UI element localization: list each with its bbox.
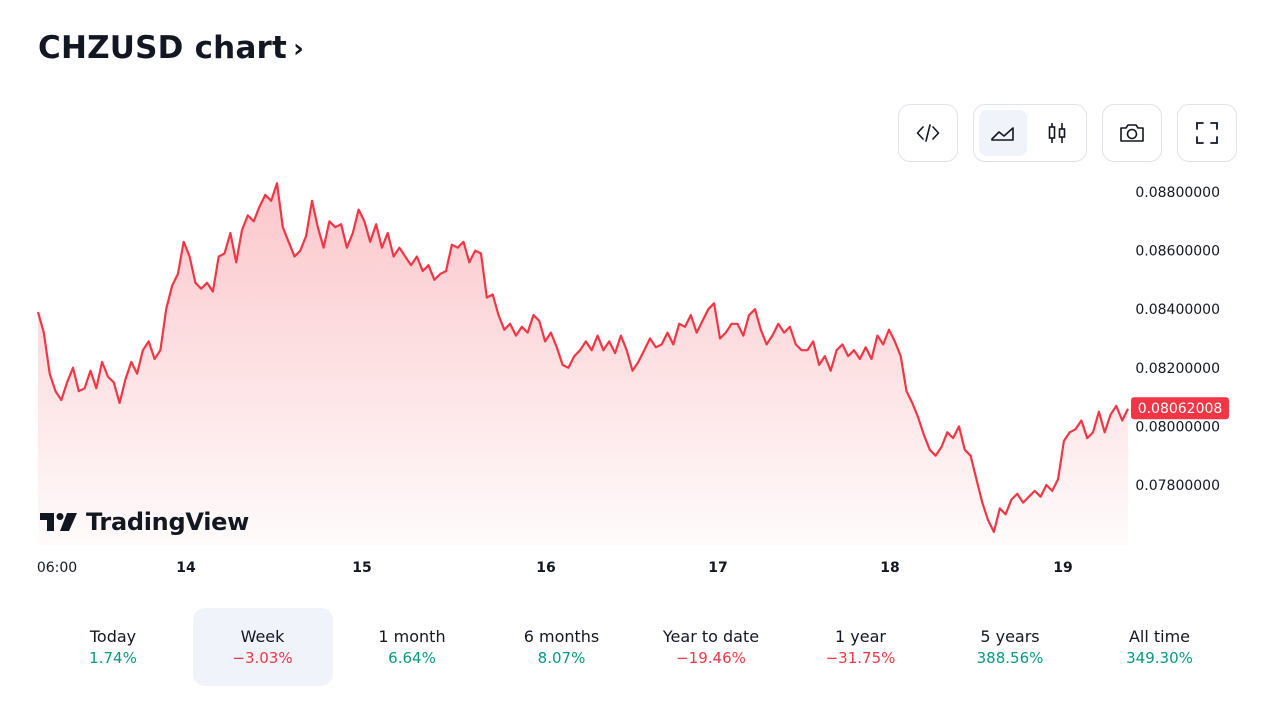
chart-style-toggle[interactable] <box>973 104 1087 162</box>
y-tick-label: 0.08000000 <box>1135 419 1220 435</box>
period-change: −31.75% <box>825 649 896 667</box>
period-label: 6 months <box>523 627 600 646</box>
tradingview-logo: TradingView <box>40 508 249 536</box>
code-icon <box>916 124 940 142</box>
period-change: −3.03% <box>232 649 293 667</box>
period-6-months[interactable]: 6 months 8.07% <box>492 608 632 686</box>
period-1-year[interactable]: 1 year −31.75% <box>791 608 931 686</box>
x-tick-label: 16 <box>536 560 555 576</box>
chevron-right-icon: › <box>293 34 304 64</box>
period-change: 6.64% <box>388 649 436 667</box>
x-tick-label: 15 <box>352 560 371 576</box>
x-tick-label: 14 <box>176 560 196 576</box>
y-tick-label: 0.08800000 <box>1135 185 1220 201</box>
period-5-years[interactable]: 5 years 388.56% <box>940 608 1080 686</box>
period-all-time[interactable]: All time 349.30% <box>1090 608 1230 686</box>
x-tick-label: 06:00 <box>37 560 77 576</box>
y-tick-label: 0.08200000 <box>1135 361 1220 377</box>
price-line <box>36 182 1129 533</box>
period-change: 388.56% <box>976 649 1044 667</box>
fullscreen-icon <box>1196 122 1218 144</box>
camera-icon <box>1120 124 1144 142</box>
y-tick-label: 0.08600000 <box>1135 244 1220 260</box>
period-label: All time <box>1128 627 1191 646</box>
period-today[interactable]: Today 1.74% <box>43 608 183 686</box>
last-price-tag <box>1131 397 1229 420</box>
period-change: 349.30% <box>1126 649 1193 667</box>
period-label: Week <box>240 627 285 646</box>
performance-periods: Today 1.74% Week −3.03% 1 month 6.64% 6 … <box>43 608 1243 686</box>
line-style-button[interactable] <box>979 110 1027 156</box>
tradingview-icon <box>40 513 77 531</box>
period-week[interactable]: Week −3.03% <box>192 608 333 686</box>
period-label: Today <box>89 627 137 646</box>
logo-text: TradingView <box>86 508 249 536</box>
snapshot-button[interactable] <box>1102 104 1162 162</box>
page-title[interactable]: CHZUSD chart › <box>38 30 304 66</box>
area-fill <box>38 183 1128 545</box>
candle-style-button[interactable] <box>1033 110 1081 156</box>
period-change: 8.07% <box>537 649 586 667</box>
x-tick-label: 19 <box>1053 560 1072 576</box>
fullscreen-button[interactable] <box>1177 104 1237 162</box>
x-tick-label: 18 <box>880 560 899 576</box>
last-price-label: 0.08062008 <box>1138 401 1223 417</box>
title-text: CHZUSD chart <box>38 30 288 66</box>
y-tick-label: 0.07800000 <box>1135 478 1220 494</box>
period-label: Year to date <box>662 627 760 646</box>
period-change: −19.46% <box>676 649 746 667</box>
period-label: 1 year <box>835 627 886 646</box>
period-label: 1 month <box>378 627 446 646</box>
candlestick-icon <box>1048 123 1066 143</box>
x-tick-label: 17 <box>708 560 727 576</box>
period-label: 5 years <box>980 627 1040 646</box>
period-year-to-date[interactable]: Year to date −19.46% <box>641 608 781 686</box>
period-1-month[interactable]: 1 month 6.64% <box>342 608 482 686</box>
embed-button[interactable] <box>898 104 958 162</box>
price-chart[interactable]: 0.08800000 0.08600000 0.08400000 0.08200000… <box>0 170 1280 590</box>
area-chart-icon <box>991 127 1014 141</box>
period-change: 1.74% <box>89 649 137 667</box>
y-tick-label: 0.08400000 <box>1135 302 1220 318</box>
